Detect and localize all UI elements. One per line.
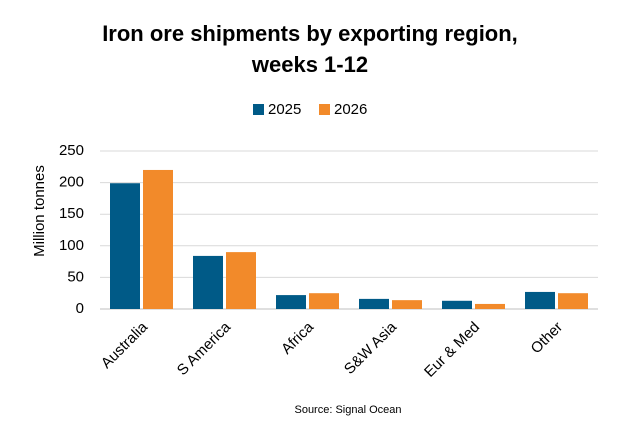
x-tick-label: Other (528, 319, 567, 358)
y-tick-label: 250 (59, 142, 84, 159)
bar (525, 291, 555, 309)
legend-label: 2025 (268, 101, 301, 118)
y-tick-label: 50 (67, 268, 84, 285)
bar (475, 303, 505, 309)
legend-swatch (253, 104, 264, 115)
legend-swatch (319, 104, 330, 115)
y-tick-label: 150 (59, 205, 84, 222)
bar (359, 298, 389, 309)
legend-label: 2026 (334, 101, 367, 118)
x-tick-label: Australia (98, 318, 152, 372)
bar (193, 255, 223, 309)
x-tick-label: S&W Asia (341, 318, 401, 378)
bar (143, 169, 173, 309)
bar (226, 252, 256, 309)
y-tick-label: 100 (59, 237, 84, 254)
bar (558, 293, 588, 309)
bar (110, 183, 140, 309)
y-tick-label: 0 (76, 300, 84, 317)
y-tick-label: 200 (59, 174, 84, 191)
chart-title: Iron ore shipments by exporting region, … (102, 21, 518, 77)
bar (276, 295, 306, 309)
y-axis-label: Million tonnes (31, 165, 48, 257)
source-note: Source: Signal Ocean (294, 404, 401, 416)
x-tick-label: Eur & Med (421, 319, 483, 381)
x-tick-label: S America (174, 318, 235, 379)
bar (392, 300, 422, 309)
bar (309, 293, 339, 309)
x-tick-label: Africa (278, 318, 318, 358)
bar (442, 300, 472, 309)
